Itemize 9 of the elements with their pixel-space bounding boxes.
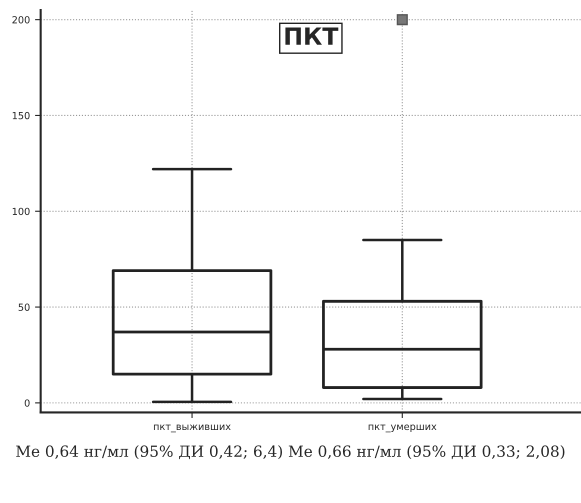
y-tick-label: 100 [12,208,30,216]
x-tick-label: пкт_умерших [368,424,436,432]
text: ПКТ [285,28,338,45]
y-tick-label: 0 [24,399,30,407]
x-tick-label: пкт_выживших [154,424,231,432]
y-tick-label: 50 [18,304,30,311]
y-tick-label: 200 [12,16,30,24]
y-tick-label: 150 [12,112,30,120]
text: Me 0,64 нг/мл (95% ДИ 0,42; 6,4) Me 0,66 нг/мл (95% ДИ 0,33; 2,08) [16,445,564,460]
